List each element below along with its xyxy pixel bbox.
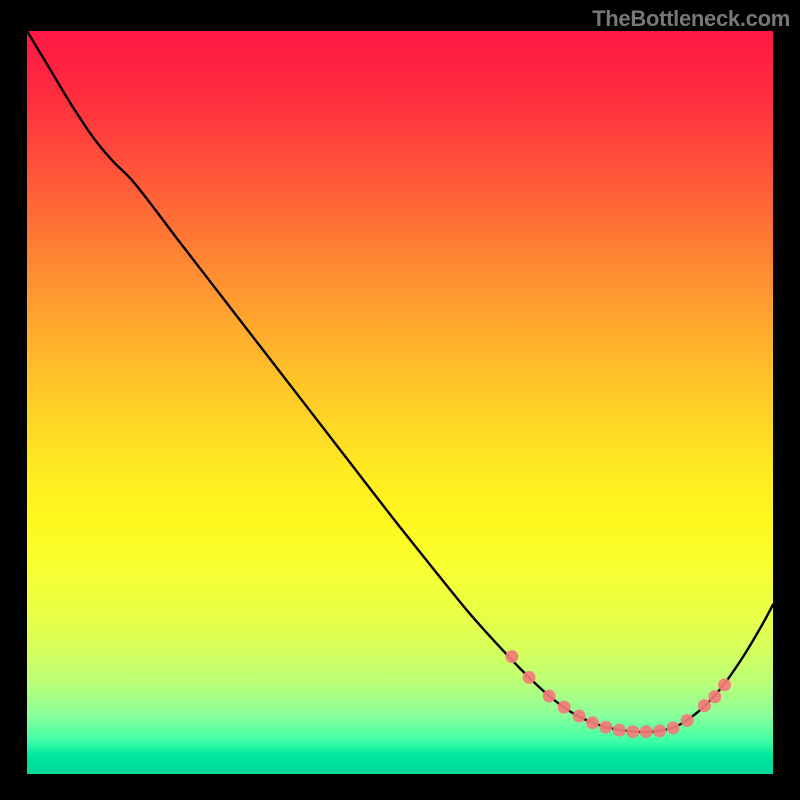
- curve-marker: [586, 716, 599, 729]
- curve-marker: [505, 650, 518, 663]
- curve-marker: [718, 678, 731, 691]
- curve-marker: [667, 721, 680, 734]
- chart-background: [27, 31, 773, 774]
- watermark-text: TheBottleneck.com: [592, 6, 790, 32]
- curve-marker: [599, 721, 612, 734]
- bottleneck-chart: [0, 0, 800, 800]
- chart-container: [0, 0, 800, 800]
- curve-marker: [640, 725, 653, 738]
- curve-marker: [543, 689, 556, 702]
- curve-marker: [523, 671, 536, 684]
- curve-marker: [698, 699, 711, 712]
- curve-marker: [626, 725, 639, 738]
- curve-marker: [613, 724, 626, 737]
- curve-marker: [573, 710, 586, 723]
- curve-marker: [708, 690, 721, 703]
- curve-marker: [653, 724, 666, 737]
- curve-marker: [558, 701, 571, 714]
- curve-marker: [681, 714, 694, 727]
